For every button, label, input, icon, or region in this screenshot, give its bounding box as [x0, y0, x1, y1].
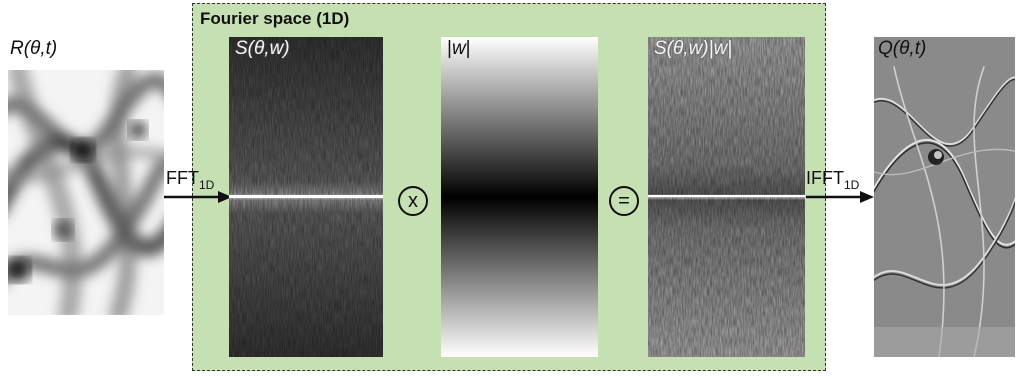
multiply-operator: x — [398, 186, 428, 216]
spectrum-label: S(θ,w) — [235, 38, 290, 59]
input-sinogram-image — [8, 70, 164, 315]
fft-arrow — [164, 191, 232, 203]
output-sinogram-image — [874, 37, 1015, 357]
ifft-label: IFFT1D — [806, 168, 860, 192]
fft-label: FFT1D — [166, 168, 215, 192]
filtered-spectrum-label: S(θ,w)|w| — [654, 38, 733, 59]
spectrum-image — [229, 37, 383, 357]
fourier-space-title: Fourier space (1D) — [200, 9, 350, 28]
filtered-spectrum-image — [648, 37, 805, 357]
input-sinogram-label: R(θ,t) — [10, 38, 58, 59]
output-sinogram-label: Q(θ,t) — [878, 38, 927, 59]
equals-operator: = — [609, 186, 639, 216]
ramp-filter-label: |w| — [447, 38, 471, 59]
ifft-arrow — [806, 191, 874, 203]
ramp-filter-image — [441, 37, 598, 357]
